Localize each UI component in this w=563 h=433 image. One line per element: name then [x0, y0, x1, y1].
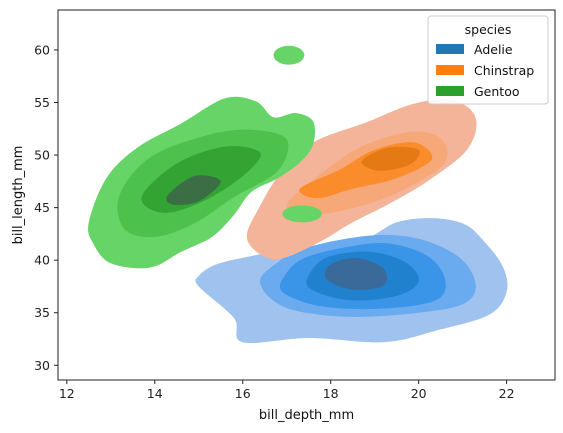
plot-frame [57, 9, 556, 381]
legend-swatch-gentoo [436, 86, 464, 96]
y-tick-label-50: 50 [34, 148, 50, 163]
legend-swatch-adelie [436, 44, 464, 54]
x-axis-label: bill_depth_mm [259, 408, 354, 423]
legend-label-adelie: Adelie [474, 42, 513, 57]
x-tick-label-22: 22 [499, 386, 515, 401]
legend-swatch-chinstrap [436, 65, 464, 75]
gentoo-density-island-2 [282, 205, 322, 223]
legend-box [427, 15, 549, 105]
legend-label-chinstrap: Chinstrap [474, 63, 534, 78]
gentoo-density-level-4 [166, 175, 221, 205]
y-tick-label-45: 45 [34, 200, 50, 215]
x-tick-label-12: 12 [59, 386, 75, 401]
density-contours [88, 45, 508, 344]
y-axis-label: bill_length_mm [11, 146, 26, 245]
chinstrap-density-level-4 [361, 146, 420, 171]
y-tick-label-30: 30 [34, 358, 50, 373]
x-tick-label-20: 20 [411, 386, 427, 401]
y-tick-label-60: 60 [34, 42, 50, 57]
plot-area [57, 9, 556, 381]
series-gentoo [88, 45, 322, 269]
y-tick-label-40: 40 [34, 253, 50, 268]
y-tick-label-55: 55 [34, 95, 50, 110]
x-tick-label-18: 18 [323, 386, 339, 401]
legend: species Adelie Chinstrap Gentoo [427, 15, 549, 105]
y-axis: 30 35 40 45 50 55 60 [34, 42, 58, 373]
y-tick-label-35: 35 [34, 305, 50, 320]
legend-title: species [465, 22, 512, 37]
x-tick-label-14: 14 [147, 386, 163, 401]
adelie-density-level-5 [324, 258, 388, 290]
legend-label-gentoo: Gentoo [474, 84, 520, 99]
series-adelie [195, 218, 508, 344]
gentoo-density-island-1 [273, 45, 305, 65]
x-tick-label-16: 16 [235, 386, 251, 401]
legend-entries: Adelie Chinstrap Gentoo [436, 42, 534, 99]
x-axis: 12 14 16 18 20 22 [59, 380, 515, 401]
